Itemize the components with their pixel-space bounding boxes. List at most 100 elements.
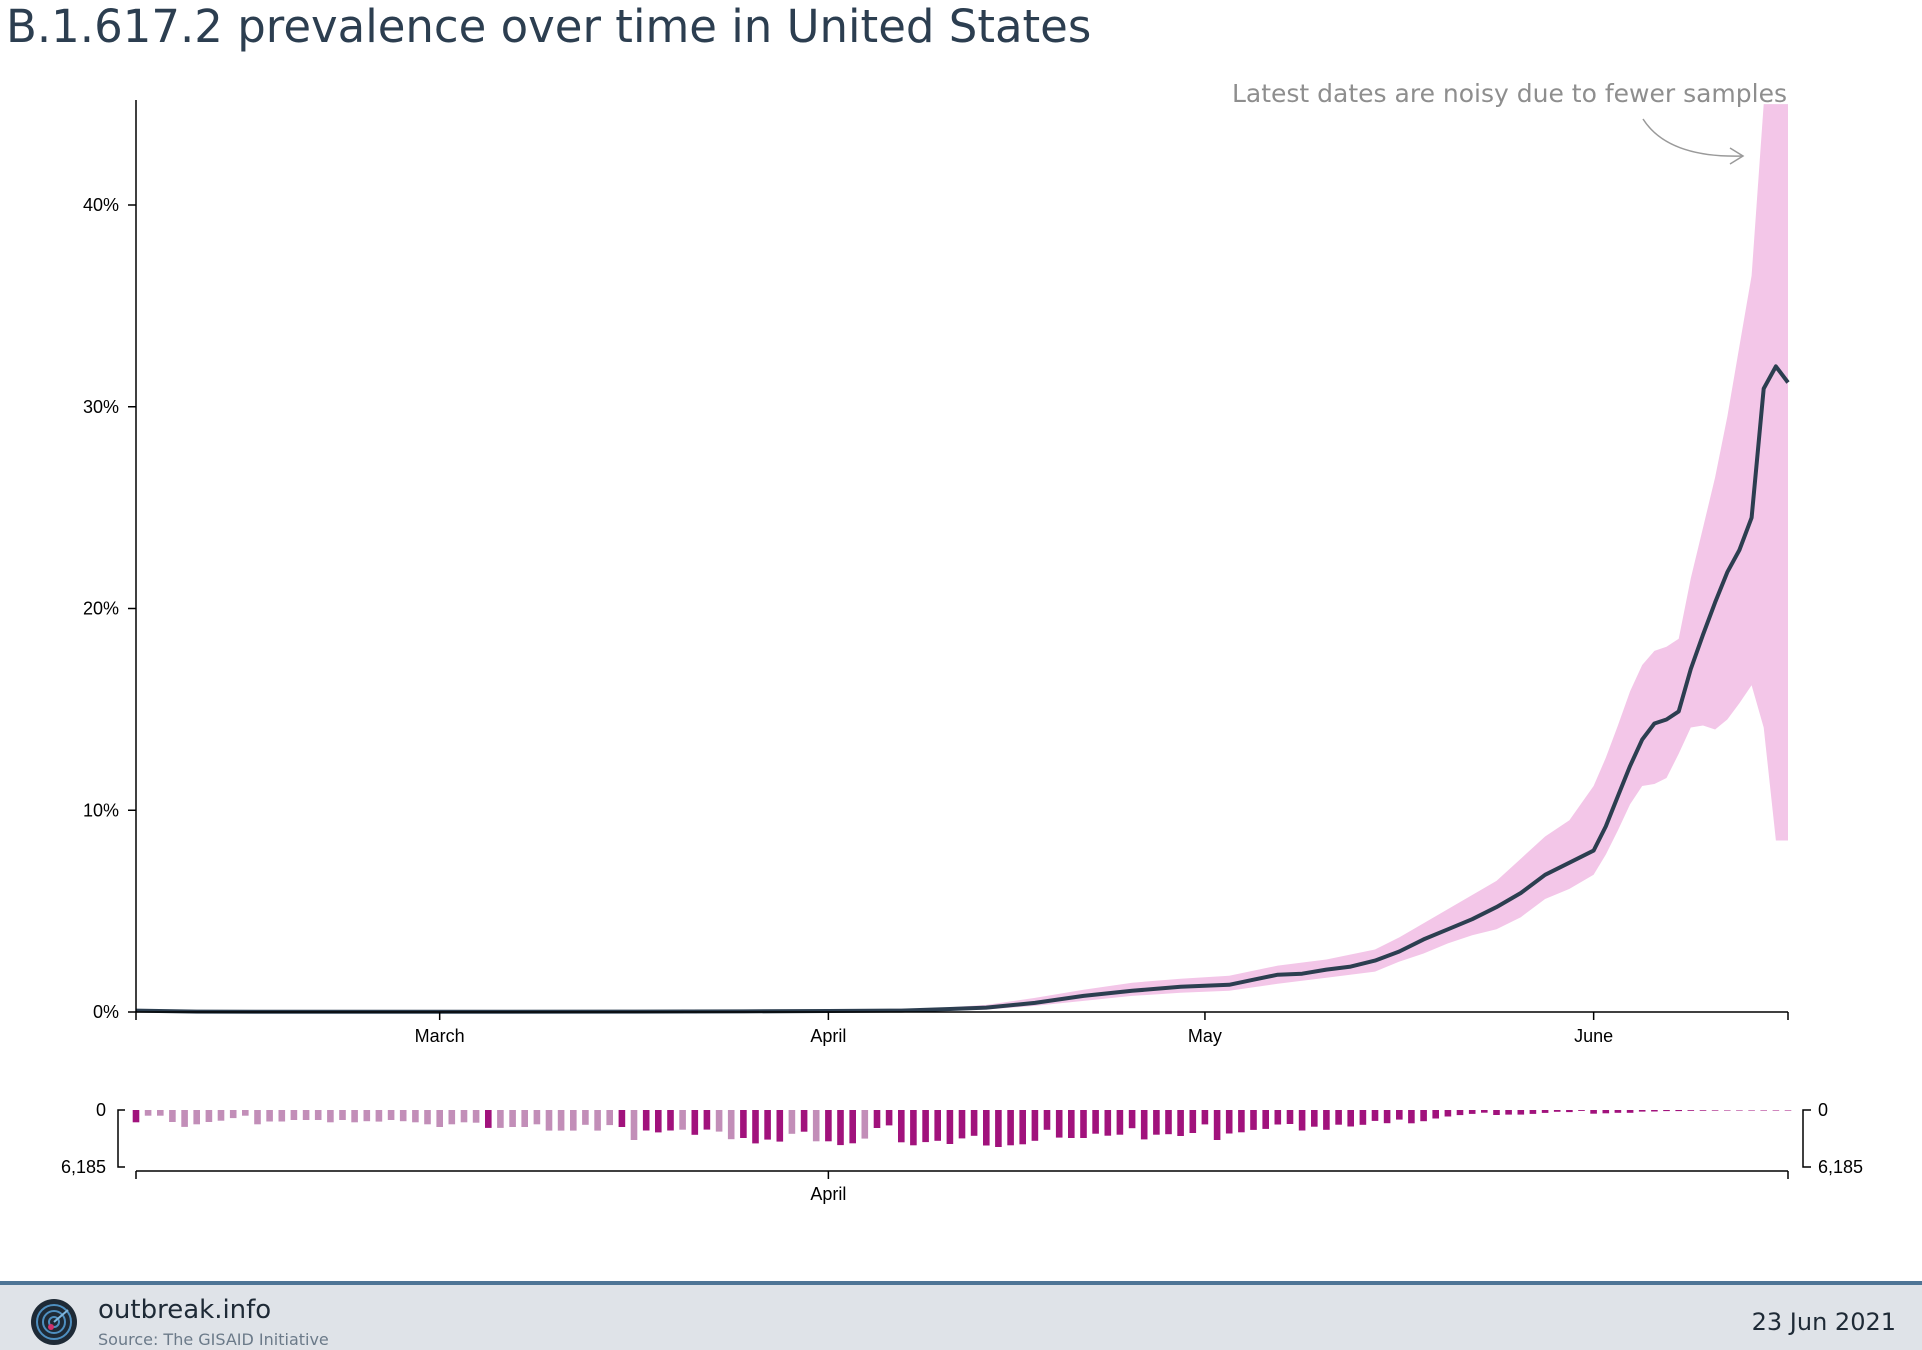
sample-bar[interactable] [837,1110,844,1146]
sample-bar[interactable] [655,1110,662,1133]
sample-bar[interactable] [132,1110,140,1123]
sample-bar[interactable] [1396,1110,1403,1120]
sample-bar[interactable] [1590,1110,1597,1114]
sample-bar[interactable] [1566,1110,1573,1113]
sample-bar[interactable] [1153,1110,1160,1135]
sample-bar[interactable] [1736,1110,1743,1111]
sample-bar[interactable] [1286,1110,1294,1124]
sample-bar[interactable] [691,1110,699,1135]
sample-bar[interactable] [958,1110,966,1139]
sample-bar[interactable] [1711,1110,1719,1111]
sample-bar[interactable] [436,1110,443,1127]
sample-bar[interactable] [1481,1110,1488,1113]
sample-bar[interactable] [533,1110,541,1125]
sample-bar[interactable] [1699,1110,1707,1111]
sample-bar[interactable] [1359,1110,1367,1125]
sample-bar[interactable] [1311,1110,1318,1127]
sample-bar[interactable] [1189,1110,1197,1133]
sample-bar[interactable] [1408,1110,1415,1124]
sample-bar[interactable] [1298,1110,1306,1131]
sample-bar[interactable] [290,1110,298,1120]
sample-bar[interactable] [1068,1110,1075,1138]
sample-bar[interactable] [351,1110,358,1123]
sample-bar[interactable] [1553,1110,1561,1112]
sample-bar[interactable] [679,1110,686,1130]
sample-bar[interactable] [460,1110,468,1123]
sample-bar[interactable] [266,1110,273,1122]
sample-bar[interactable] [582,1110,589,1125]
sample-bar[interactable] [1760,1110,1767,1111]
sample-bar[interactable] [1456,1110,1464,1116]
sample-bar[interactable] [1468,1110,1476,1114]
sample-bar[interactable] [1432,1110,1439,1119]
sample-bar[interactable] [412,1110,419,1123]
sample-bar[interactable] [1177,1110,1184,1136]
sample-bar[interactable] [302,1110,310,1120]
sample-bar[interactable] [606,1110,613,1126]
sample-bar[interactable] [715,1110,723,1132]
sample-bar[interactable] [1323,1110,1330,1130]
sample-bar[interactable] [727,1110,735,1140]
sample-bar[interactable] [776,1110,784,1142]
sample-bar[interactable] [667,1110,674,1131]
sample-bar[interactable] [1748,1110,1755,1111]
sample-bar[interactable] [1201,1110,1209,1125]
sample-bar[interactable] [910,1110,917,1146]
sample-bar[interactable] [545,1110,553,1131]
sample-bar[interactable] [1225,1110,1233,1134]
sample-bar[interactable] [1043,1110,1051,1130]
sample-bar[interactable] [1663,1110,1670,1112]
sample-bar[interactable] [825,1110,832,1142]
sample-bar[interactable] [485,1110,492,1128]
sample-bar[interactable] [1007,1110,1014,1146]
sample-bar[interactable] [509,1110,516,1127]
sample-bar[interactable] [1080,1110,1087,1138]
sample-bar[interactable] [157,1110,164,1116]
sample-bar[interactable] [448,1110,456,1125]
sample-bar[interactable] [229,1110,237,1119]
sample-bar[interactable] [1274,1110,1282,1125]
sample-bar[interactable] [424,1110,431,1125]
sample-bar[interactable] [497,1110,504,1128]
sample-bar[interactable] [1614,1110,1622,1113]
sample-bar[interactable] [1116,1110,1124,1135]
sample-bar[interactable] [254,1110,261,1125]
sample-bar[interactable] [242,1110,249,1116]
sample-bar[interactable] [1626,1110,1634,1113]
sample-bar[interactable] [278,1110,286,1122]
sample-bar[interactable] [557,1110,565,1131]
sample-bar[interactable] [1335,1110,1342,1125]
sample-bar[interactable] [594,1110,601,1131]
sample-bar[interactable] [642,1110,650,1131]
sample-bar[interactable] [1420,1110,1427,1122]
sample-bar[interactable] [800,1110,808,1132]
sample-bar[interactable] [1444,1110,1452,1117]
sample-bar[interactable] [1055,1110,1063,1138]
sample-bar[interactable] [885,1110,893,1126]
sample-bar[interactable] [217,1110,225,1121]
sample-bar[interactable] [873,1110,881,1128]
sample-bar[interactable] [205,1110,213,1122]
sample-bar[interactable] [861,1110,869,1139]
sample-bar[interactable] [1371,1110,1379,1121]
sample-bar[interactable] [1651,1110,1658,1112]
sample-bar[interactable] [570,1110,577,1131]
sample-bar[interactable] [181,1110,188,1127]
sample-bar[interactable] [339,1110,346,1120]
sample-bar[interactable] [752,1110,759,1144]
sample-bar[interactable] [970,1110,978,1136]
sample-bar[interactable] [387,1110,395,1120]
sample-bar[interactable] [1031,1110,1039,1141]
sample-bar[interactable] [399,1110,407,1122]
sample-bar[interactable] [1104,1110,1112,1136]
sample-bar[interactable] [193,1110,200,1125]
sample-bar[interactable] [618,1110,626,1127]
sample-bar[interactable] [327,1110,334,1123]
footer-brand[interactable]: outbreak.info [98,1295,272,1325]
sample-bar[interactable] [1687,1110,1695,1111]
sample-bar[interactable] [703,1110,711,1130]
sample-bar[interactable] [1019,1110,1026,1145]
sample-bar[interactable] [472,1110,480,1123]
sample-bar[interactable] [1238,1110,1245,1133]
sample-bar[interactable] [788,1110,796,1134]
